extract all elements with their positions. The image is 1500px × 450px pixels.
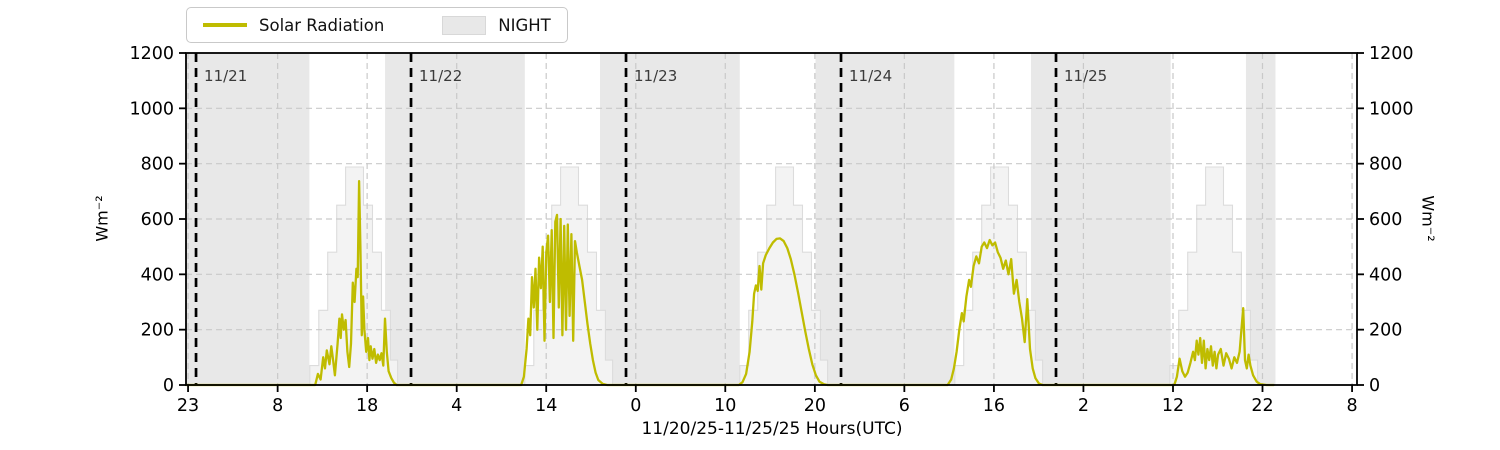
gridlines [186, 53, 1357, 385]
y-tick-label-right: 0 [1369, 376, 1380, 396]
y-tick-label-right: 1000 [1369, 99, 1414, 119]
y-tick-label-left: 1200 [129, 44, 174, 64]
day-label: 11/24 [849, 67, 892, 85]
x-tick-label: 10 [714, 396, 736, 416]
x-tick-label: 8 [1347, 396, 1358, 416]
y-tick-label-right: 1200 [1369, 44, 1414, 64]
day-markers: 11/21 11/22 11/23 11/24 11/25 [194, 53, 1107, 385]
y-tick-label-right: 400 [1369, 265, 1402, 285]
legend-solar-label: Solar Radiation [259, 15, 385, 35]
y-tick-label-left: 400 [141, 265, 174, 285]
y-tick-label-right: 800 [1369, 155, 1402, 175]
x-tick-label: 14 [535, 396, 557, 416]
x-tick-label: 4 [451, 396, 462, 416]
solar-radiation-line [184, 179, 1275, 387]
x-axis-label: 11/20/25-11/25/25 Hours(UTC) [641, 419, 903, 439]
day-label: 11/21 [204, 67, 247, 85]
x-tick-label: 20 [804, 396, 826, 416]
legend-night-swatch-icon [442, 15, 487, 35]
y-tick-label-left: 600 [141, 210, 174, 230]
clear-sky-step-area [954, 166, 1044, 386]
y-tick-label-right: 600 [1369, 210, 1402, 230]
y-tick-label-left: 800 [141, 155, 174, 175]
day-label: 11/25 [1064, 67, 1107, 85]
clear-sky-step-area [309, 166, 399, 386]
clear-sky-step-area [1169, 166, 1259, 386]
legend-line-swatch-icon [203, 23, 247, 27]
y-axis-label-right: Wm⁻² [1418, 195, 1438, 242]
legend: Solar Radiation NIGHT [186, 7, 568, 43]
solar-series [184, 179, 1275, 387]
x-tick-label: 18 [356, 396, 378, 416]
x-tick-label: 22 [1251, 396, 1273, 416]
day-label: 11/22 [419, 67, 462, 85]
x-tick-label: 12 [1162, 396, 1184, 416]
y-tick-label-left: 200 [141, 321, 174, 341]
legend-night-label: NIGHT [498, 15, 551, 35]
y-tick-label-right: 200 [1369, 321, 1402, 341]
day-label: 11/23 [634, 67, 677, 85]
x-tick-label: 0 [630, 396, 641, 416]
y-axis-label-left: Wm⁻² [92, 195, 112, 242]
y-tick-label-left: 1000 [129, 99, 174, 119]
x-tick-label: 23 [177, 396, 199, 416]
x-tick-label: 2 [1078, 396, 1089, 416]
x-tick-label: 16 [983, 396, 1005, 416]
x-tick-label: 8 [272, 396, 283, 416]
x-tick-label: 6 [899, 396, 910, 416]
y-tick-label-left: 0 [163, 376, 174, 396]
